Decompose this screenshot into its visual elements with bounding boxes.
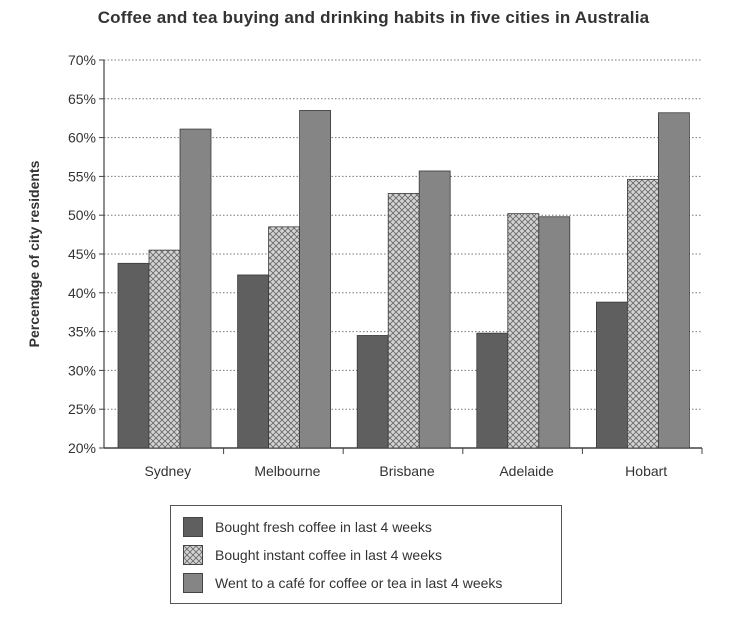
bar-chart: 20% 25% 30% 35% 40% 45% 50% 55% 60% 65% 70% Sydney M…: [68, 52, 703, 479]
x-tick-label: Hobart: [625, 463, 667, 479]
bar-cafe-adelaide: [538, 216, 571, 449]
y-tick-label: 70%: [68, 52, 96, 68]
legend-item-cafe: Went to a café for coffee or tea in last…: [183, 572, 502, 594]
chart-title: Coffee and tea buying and drinking habit…: [97, 8, 650, 27]
y-tick-label: 35%: [68, 324, 96, 340]
legend-swatch-fresh-coffee: [183, 517, 203, 537]
y-tick-label: 45%: [68, 246, 96, 262]
legend: Bought fresh coffee in last 4 weeks Boug…: [170, 505, 562, 604]
bar-fresh-coffee-melbourne: [237, 274, 270, 449]
x-tick-label: Sydney: [144, 463, 191, 479]
legend-label-fresh-coffee: Bought fresh coffee in last 4 weeks: [215, 519, 432, 535]
legend-label-cafe: Went to a café for coffee or tea in last…: [215, 575, 503, 591]
bar-cafe-brisbane: [418, 170, 451, 449]
bar-cafe-sydney: [179, 128, 212, 449]
bar-fresh-coffee-sydney: [117, 262, 150, 449]
y-tick-label: 50%: [68, 207, 96, 223]
bar-cafe-melbourne: [299, 110, 332, 449]
bars: [117, 110, 690, 449]
y-tick-label: 60%: [68, 130, 96, 146]
bar-instant-coffee-adelaide: [507, 213, 540, 449]
x-tick-label: Melbourne: [254, 463, 320, 479]
legend-swatch-cafe: [183, 573, 203, 593]
y-tick-label: 55%: [68, 168, 96, 184]
bar-fresh-coffee-brisbane: [356, 335, 389, 449]
bar-instant-coffee-sydney: [148, 249, 181, 449]
bar-instant-coffee-melbourne: [268, 226, 301, 449]
x-tick-label: Brisbane: [379, 463, 434, 479]
y-tick-label: 30%: [68, 362, 96, 378]
legend-swatch-instant-coffee: [183, 545, 203, 565]
y-tick-label: 65%: [68, 91, 96, 107]
x-tick-label: Adelaide: [499, 463, 554, 479]
legend-label-instant-coffee: Bought instant coffee in last 4 weeks: [215, 547, 442, 563]
y-tick-label: 25%: [68, 401, 96, 417]
y-tick-label: 40%: [68, 285, 96, 301]
bar-instant-coffee-brisbane: [387, 193, 420, 449]
tick-labels: 20% 25% 30% 35% 40% 45% 50% 55% 60% 65% 70% Sydney M…: [68, 52, 667, 479]
bar-cafe-hobart: [658, 112, 690, 449]
legend-item-fresh-coffee: Bought fresh coffee in last 4 weeks: [183, 516, 432, 538]
legend-item-instant-coffee: Bought instant coffee in last 4 weeks: [183, 544, 442, 566]
y-tick-label: 20%: [68, 440, 96, 456]
bar-fresh-coffee-hobart: [596, 301, 628, 449]
bar-instant-coffee-hobart: [627, 179, 659, 449]
bar-fresh-coffee-adelaide: [476, 332, 509, 449]
